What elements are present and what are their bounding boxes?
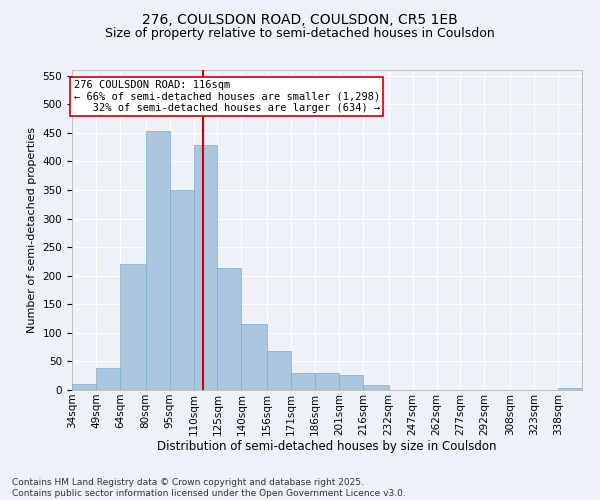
Bar bbox=[363, 386, 389, 390]
Text: 276 COULSDON ROAD: 116sqm
← 66% of semi-detached houses are smaller (1,298)
   3: 276 COULSDON ROAD: 116sqm ← 66% of semi-… bbox=[74, 80, 380, 113]
Bar bbox=[291, 373, 315, 390]
Bar bbox=[315, 373, 339, 390]
Bar bbox=[120, 264, 146, 390]
Bar bbox=[267, 351, 291, 390]
Bar bbox=[217, 268, 241, 390]
Y-axis label: Number of semi-detached properties: Number of semi-detached properties bbox=[27, 127, 37, 333]
Bar bbox=[170, 190, 194, 390]
Bar bbox=[339, 374, 363, 390]
X-axis label: Distribution of semi-detached houses by size in Coulsdon: Distribution of semi-detached houses by … bbox=[157, 440, 497, 454]
Bar bbox=[194, 146, 217, 390]
Text: Size of property relative to semi-detached houses in Coulsdon: Size of property relative to semi-detach… bbox=[105, 28, 495, 40]
Bar bbox=[72, 384, 96, 390]
Bar bbox=[241, 324, 267, 390]
Text: 276, COULSDON ROAD, COULSDON, CR5 1EB: 276, COULSDON ROAD, COULSDON, CR5 1EB bbox=[142, 12, 458, 26]
Text: Contains HM Land Registry data © Crown copyright and database right 2025.
Contai: Contains HM Land Registry data © Crown c… bbox=[12, 478, 406, 498]
Bar bbox=[558, 388, 582, 390]
Bar bbox=[146, 131, 170, 390]
Bar bbox=[96, 368, 120, 390]
